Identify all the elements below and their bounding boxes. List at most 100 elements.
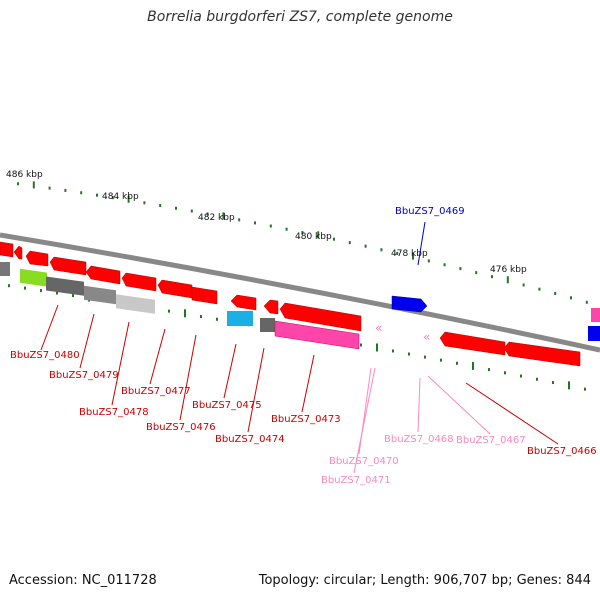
scale-tick (127, 195, 130, 203)
inner-tick (8, 284, 10, 288)
scale-tick (412, 252, 414, 260)
gene-label[interactable]: BbuZS7_0474 (215, 434, 285, 445)
scale-tick (522, 283, 525, 287)
gene-arrow-blue[interactable] (391, 295, 428, 313)
gene-arrow[interactable] (13, 245, 23, 260)
gene-block-cyan[interactable] (227, 311, 253, 326)
inner-tick (376, 343, 378, 352)
gene-block-gray[interactable] (46, 276, 84, 296)
gene-arrow[interactable] (49, 256, 87, 276)
inner-tick (536, 377, 538, 381)
gene-label[interactable]: BbuZS7_0476 (146, 422, 216, 433)
gene-features[interactable]: « « (0, 241, 600, 367)
scale-tick (570, 296, 572, 300)
scale-tick (17, 182, 19, 186)
gene-block-gray[interactable] (260, 318, 275, 332)
gene-block-pink[interactable] (591, 308, 600, 322)
inner-tick (40, 289, 42, 293)
inner-tick (504, 371, 506, 375)
inner-tick (568, 381, 570, 390)
gene-label[interactable]: BbuZS7_0467 (456, 435, 526, 446)
gene-block-gray[interactable] (0, 262, 10, 276)
inner-tick (408, 352, 410, 356)
inner-tick (472, 361, 474, 370)
scale-tick (554, 291, 557, 295)
gene-block-gray[interactable] (84, 285, 116, 305)
scale-tick (254, 221, 256, 225)
gene-block-green[interactable] (20, 268, 47, 287)
gene-arrow[interactable] (25, 250, 49, 267)
scale-label-482: 482 kbp (198, 213, 235, 223)
gene-label[interactable]: BbuZS7_0478 (79, 407, 149, 418)
gene-block-lightgray[interactable] (116, 294, 155, 314)
scale-tick (475, 271, 478, 275)
inner-tick (584, 387, 586, 391)
gene-arrow[interactable] (230, 294, 257, 311)
gene-labels[interactable]: BbuZS7_0480 BbuZS7_0479 BbuZS7_0478 BbuZ… (10, 206, 597, 486)
gene-block-blue[interactable] (588, 326, 600, 341)
map-title: Borrelia burgdorferi ZS7, complete genom… (147, 9, 453, 25)
scale-tick (222, 212, 225, 220)
gene-arrow[interactable] (85, 265, 121, 285)
inner-tick (488, 368, 490, 372)
scale-label-484: 484 kbp (102, 192, 139, 202)
inner-tick (392, 349, 394, 353)
gene-arrow[interactable] (279, 302, 362, 332)
inner-tick (200, 315, 202, 318)
scale-tick (301, 230, 304, 234)
gene-small-pink[interactable]: « (375, 321, 382, 335)
scale-tick (285, 227, 288, 231)
genome-backbone (0, 232, 600, 353)
scale-label-478: 478 kbp (391, 249, 428, 259)
scale-tick (396, 251, 399, 255)
gene-arrow[interactable] (503, 341, 581, 367)
gene-label[interactable]: BbuZS7_0473 (271, 414, 341, 425)
inner-tick (456, 361, 458, 365)
gene-arrow[interactable] (263, 299, 279, 315)
gene-label[interactable]: BbuZS7_0480 (10, 350, 80, 361)
gene-arrow[interactable] (157, 279, 193, 299)
scale-tick (206, 212, 209, 216)
scale-labels: 486 kbp 484 kbp 482 kbp 480 kbp 478 kbp … (6, 170, 527, 275)
scale-tick (506, 276, 509, 284)
gene-block-pink[interactable] (274, 320, 360, 350)
label-leader-lines (40, 221, 559, 474)
scale-label-480: 480 kbp (295, 232, 332, 242)
topology-summary: Topology: circular; Length: 906,707 bp; … (258, 573, 591, 588)
scale-tick (159, 203, 162, 207)
scale-tick (48, 186, 51, 190)
gene-label[interactable]: BbuZS7_0468 (384, 434, 454, 445)
gene-small-pink[interactable]: « (423, 330, 430, 344)
gene-arrow[interactable] (191, 286, 218, 305)
inner-tick (168, 309, 170, 313)
gene-label[interactable]: BbuZS7_0466 (527, 446, 597, 457)
gene-label[interactable]: BbuZS7_0475 (192, 400, 262, 411)
scale-label-486: 486 kbp (6, 170, 43, 180)
scale-tick (190, 209, 193, 213)
scale-tick (443, 263, 446, 267)
scale-ticks (17, 181, 588, 304)
accession-text: Accession: NC_011728 (9, 573, 157, 588)
inner-tick (424, 355, 426, 359)
gene-label[interactable]: BbuZS7_0470 (329, 456, 399, 467)
gene-label[interactable]: BbuZS7_0469 (395, 206, 465, 217)
scale-tick (80, 191, 83, 195)
scale-label-476: 476 kbp (490, 265, 527, 275)
gene-arrow[interactable] (439, 331, 506, 356)
gene-label[interactable]: BbuZS7_0477 (121, 386, 191, 397)
inner-tick (56, 291, 58, 295)
scale-tick (317, 231, 320, 239)
scale-tick (585, 300, 588, 304)
gene-label[interactable]: BbuZS7_0471 (321, 475, 391, 486)
scale-tick (111, 196, 114, 200)
gene-arrow[interactable] (0, 241, 14, 258)
inner-tick (552, 381, 554, 385)
scale-tick (238, 218, 241, 222)
scale-tick (427, 259, 430, 263)
scale-tick (269, 224, 272, 228)
gene-arrow[interactable] (121, 272, 157, 292)
scale-tick (64, 188, 67, 192)
scale-tick (348, 241, 351, 245)
gene-label[interactable]: BbuZS7_0479 (49, 370, 119, 381)
